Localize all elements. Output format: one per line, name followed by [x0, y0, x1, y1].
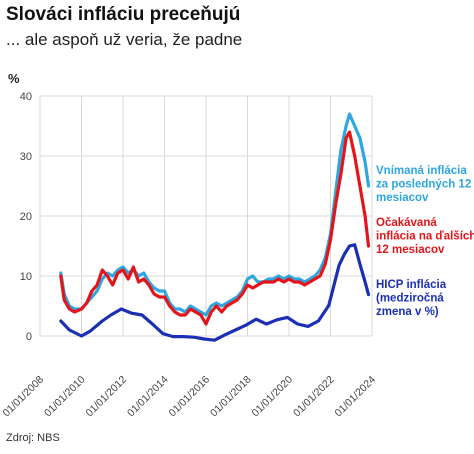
series-line-expected	[59, 130, 371, 326]
source-note: Zdroj: NBS	[6, 432, 60, 444]
x-tick-label: 01/01/2024	[332, 374, 378, 420]
chart-title: Slováci infláciu preceňujú	[6, 4, 241, 25]
y-tick-label: 10	[20, 271, 32, 283]
series-label-perceived: Vnímaná inflácia za posledných 12 mesiacov	[376, 165, 471, 204]
x-tick-label: 01/01/2022	[291, 374, 337, 420]
y-tick-label: 20	[20, 211, 32, 223]
series-label-hicp: HICP inflácia (medziročná zmena v %)	[376, 279, 447, 318]
x-tick-label: 01/01/2010	[42, 374, 88, 420]
chart-subtitle: ... ale aspoň už veria, že padne	[6, 30, 243, 49]
series-line-perceived	[59, 112, 371, 317]
y-axis-unit-label: %	[8, 71, 20, 86]
x-tick-label: 01/01/2020	[249, 374, 295, 420]
y-tick-label: 0	[26, 331, 32, 343]
x-tick-label: 01/01/2016	[166, 374, 212, 420]
x-axis-ticks: 01/01/200801/01/201001/01/201201/01/2014…	[0, 374, 378, 420]
y-tick-label: 40	[20, 91, 32, 103]
series-lines	[59, 112, 371, 342]
series-labels: Vnímaná inflácia za posledných 12 mesiacov…	[376, 165, 474, 318]
x-tick-label: 01/01/2014	[125, 374, 171, 420]
x-tick-label: 01/01/2008	[0, 374, 46, 420]
series-line-hicp	[59, 243, 371, 342]
x-tick-label: 01/01/2012	[83, 374, 129, 420]
y-tick-label: 30	[20, 151, 32, 163]
y-axis-ticks: 0 10 20 30 40	[20, 91, 32, 343]
series-label-expected: Očakávaná inflácia na ďalších 12 mesiacov	[376, 217, 474, 256]
x-tick-label: 01/01/2018	[208, 374, 254, 420]
